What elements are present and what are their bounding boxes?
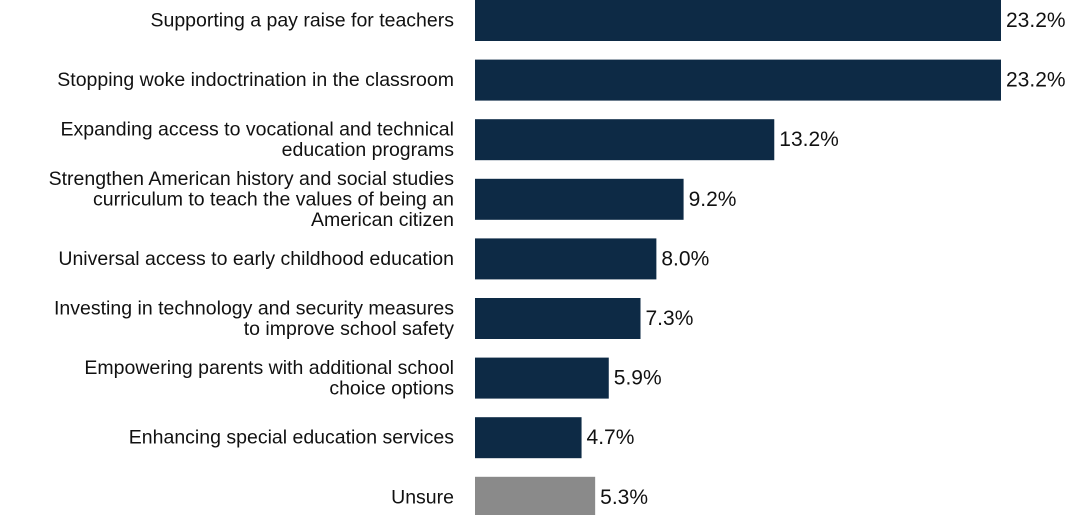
bar-8 [475, 476, 596, 515]
bars-group [475, 0, 1001, 515]
bar-2 [475, 119, 775, 161]
category-label-line: Unsure [391, 486, 454, 508]
category-label-line: Supporting a pay raise for teachers [150, 10, 454, 32]
category-label-3: Strengthen American history and social s… [49, 168, 455, 231]
category-label-5: Investing in technology and security mea… [54, 297, 454, 340]
category-label-2: Expanding access to vocational and techn… [60, 118, 454, 161]
category-label-line: Investing in technology and security mea… [54, 297, 454, 319]
category-label-line: education programs [282, 139, 455, 161]
value-labels-group: 23.2% 23.2% 13.2% 9.2% 8.0% 7.3% 5.9% 4.7% 5.3% [587, 9, 1066, 509]
value-label-1: 23.2% [1006, 69, 1066, 92]
value-label-4: 8.0% [661, 247, 709, 270]
category-label-8: Unsure [391, 486, 454, 508]
category-label-1: Stopping woke indoctrination in the clas… [57, 69, 454, 91]
category-label-0: Supporting a pay raise for teachers [150, 10, 454, 32]
value-label-8: 5.3% [600, 486, 648, 509]
category-label-line: Stopping woke indoctrination in the clas… [57, 69, 454, 91]
bar-3 [475, 178, 684, 220]
category-label-line: Enhancing special education services [129, 427, 454, 449]
bar-0 [475, 0, 1001, 41]
category-label-line: to improve school safety [244, 318, 455, 340]
value-label-6: 5.9% [614, 367, 662, 390]
category-label-line: Universal access to early childhood educ… [58, 248, 454, 270]
bar-6 [475, 357, 609, 399]
category-labels-group: Supporting a pay raise for teachers Stopp… [49, 10, 455, 509]
category-label-6: Empowering parents with additional schoo… [84, 357, 454, 400]
category-label-4: Universal access to early childhood educ… [58, 248, 454, 270]
category-label-7: Enhancing special education services [129, 427, 454, 449]
value-label-7: 4.7% [587, 426, 635, 449]
category-label-line: Expanding access to vocational and techn… [60, 118, 454, 140]
value-label-5: 7.3% [646, 307, 694, 330]
category-label-line: Strengthen American history and social s… [49, 168, 455, 190]
category-label-line: curriculum to teach the values of being … [93, 188, 454, 210]
category-label-line: choice options [329, 377, 454, 399]
bar-7 [475, 417, 582, 459]
category-label-line: Empowering parents with additional schoo… [84, 357, 454, 379]
value-label-3: 9.2% [689, 188, 737, 211]
value-label-2: 13.2% [779, 128, 839, 151]
value-label-0: 23.2% [1006, 9, 1066, 32]
category-label-line: American citizen [311, 209, 454, 231]
bar-1 [475, 59, 1001, 101]
bar-4 [475, 238, 657, 280]
bar-5 [475, 298, 641, 339]
